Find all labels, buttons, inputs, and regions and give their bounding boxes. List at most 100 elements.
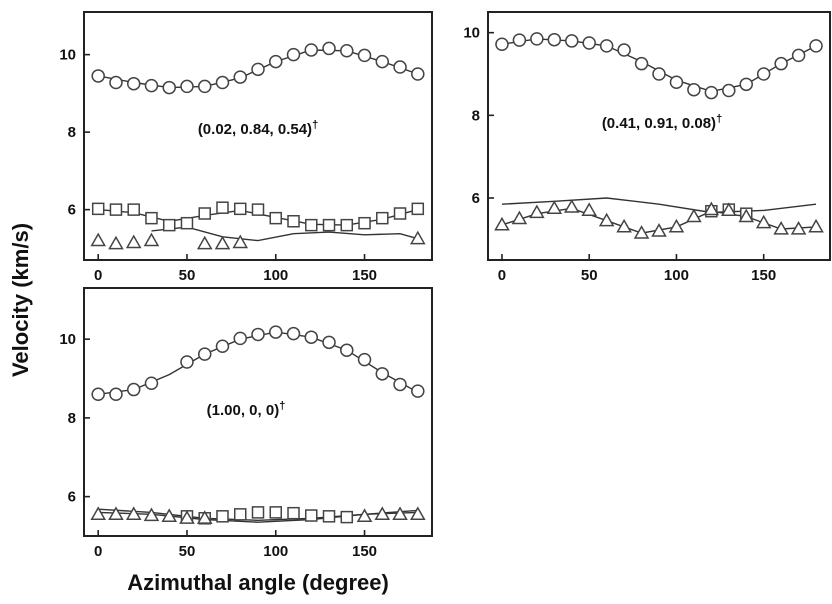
fit-line <box>151 226 418 242</box>
y-tick-label: 6 <box>68 489 76 506</box>
circle-marker <box>582 36 596 50</box>
circle-marker <box>547 32 562 47</box>
x-tick-label: 150 <box>352 267 377 284</box>
triangle-marker <box>374 506 391 520</box>
triangle-marker <box>511 210 528 225</box>
annotation-text: (0.41, 0.91, 0.08) <box>602 115 716 132</box>
y-tick-label: 6 <box>68 202 76 219</box>
triangle-marker <box>125 506 142 520</box>
triangle-marker <box>143 507 160 522</box>
circle-marker <box>357 48 372 63</box>
circle-marker <box>91 387 105 402</box>
circle-marker <box>495 37 509 51</box>
triangle-marker <box>196 235 213 250</box>
y-tick-label: 8 <box>68 124 76 141</box>
circle-marker <box>652 67 666 81</box>
triangle-marker <box>90 506 106 520</box>
x-tick-label: 150 <box>751 267 776 284</box>
annotation-text: (0.02, 0.84, 0.54) <box>198 121 312 138</box>
circle-marker <box>269 54 283 69</box>
y-axis-label: Velocity (km/s) <box>8 223 33 377</box>
circle-marker <box>304 43 319 57</box>
circle-marker <box>669 75 684 90</box>
circle-marker <box>215 339 230 354</box>
triangle-marker <box>125 234 142 249</box>
triangle-marker <box>410 506 426 520</box>
square-marker <box>216 201 229 214</box>
panel-annotation: (0.41, 0.91, 0.08)† <box>602 113 722 132</box>
x-tick-label: 0 <box>94 543 102 560</box>
circle-marker <box>393 377 407 392</box>
circle-marker <box>304 330 319 344</box>
circle-marker <box>215 75 230 90</box>
square-marker <box>411 202 425 216</box>
y-tick-label: 8 <box>472 107 480 124</box>
square-marker <box>145 211 158 225</box>
circle-marker <box>599 39 614 53</box>
circle-marker <box>375 367 390 381</box>
circle-marker <box>756 67 771 81</box>
circle-marker <box>617 43 631 57</box>
circle-marker <box>269 325 283 339</box>
triangle-marker <box>196 510 213 524</box>
circle-marker <box>340 44 354 58</box>
triangle-marker <box>392 506 408 520</box>
triangle-marker <box>214 235 231 250</box>
triangle-marker <box>633 225 650 239</box>
y-tick-label: 10 <box>59 47 76 64</box>
square-marker <box>233 508 247 521</box>
triangle-marker <box>143 232 160 247</box>
circle-marker <box>393 60 407 74</box>
panel-2: 0 50 100 150 6 8 10 (0.41, 0.91, 0.08)† <box>463 11 831 284</box>
circle-marker <box>180 355 194 369</box>
square-marker <box>340 218 354 232</box>
dagger-mark: † <box>279 400 285 412</box>
dagger-mark: † <box>716 113 722 125</box>
triangle-marker <box>410 230 426 245</box>
x-tick-label: 0 <box>94 267 102 284</box>
square-marker <box>251 506 265 519</box>
square-marker <box>109 203 123 216</box>
circle-marker <box>251 62 265 77</box>
x-tick-label: 50 <box>581 267 598 284</box>
triangle-marker <box>651 223 667 237</box>
circle-marker <box>126 382 141 397</box>
square-marker <box>322 218 336 232</box>
square-marker <box>251 203 265 216</box>
square-marker <box>198 207 211 220</box>
panel-1: 0 50 100 150 6 8 10 (0.02, 0.84, 0.54)† <box>59 11 433 284</box>
plot-frame <box>487 11 831 261</box>
circle-marker <box>233 70 247 84</box>
circle-marker <box>286 326 301 341</box>
triangle-marker <box>755 214 772 229</box>
circle-marker <box>144 376 159 391</box>
square-marker <box>162 218 176 232</box>
circle-marker <box>774 56 788 71</box>
square-marker <box>269 211 283 225</box>
circle-marker <box>126 76 141 91</box>
y-tick-label: 10 <box>59 331 76 348</box>
x-tick-label: 100 <box>263 543 288 560</box>
panel-3: 0 50 100 150 6 8 10 (1.00, 0, 0)† <box>59 287 433 560</box>
circle-marker <box>322 335 336 350</box>
square-marker <box>393 207 407 220</box>
circle-marker <box>286 47 301 62</box>
triangle-marker <box>616 218 632 233</box>
circle-marker <box>233 331 247 346</box>
square-marker <box>180 216 194 230</box>
x-tick-label: 100 <box>263 267 288 284</box>
triangle-marker <box>232 234 249 249</box>
circle-marker <box>162 80 176 95</box>
circle-marker <box>722 83 736 98</box>
x-tick-label: 0 <box>498 267 506 284</box>
x-tick-label: 150 <box>352 543 377 560</box>
circle-marker <box>197 79 212 94</box>
square-marker <box>233 202 247 216</box>
triangle-marker <box>546 200 563 214</box>
triangle-marker <box>356 508 373 522</box>
triangle-marker <box>563 199 580 213</box>
circle-marker <box>197 347 212 361</box>
triangle-marker <box>686 208 702 223</box>
triangle-marker <box>703 201 720 216</box>
